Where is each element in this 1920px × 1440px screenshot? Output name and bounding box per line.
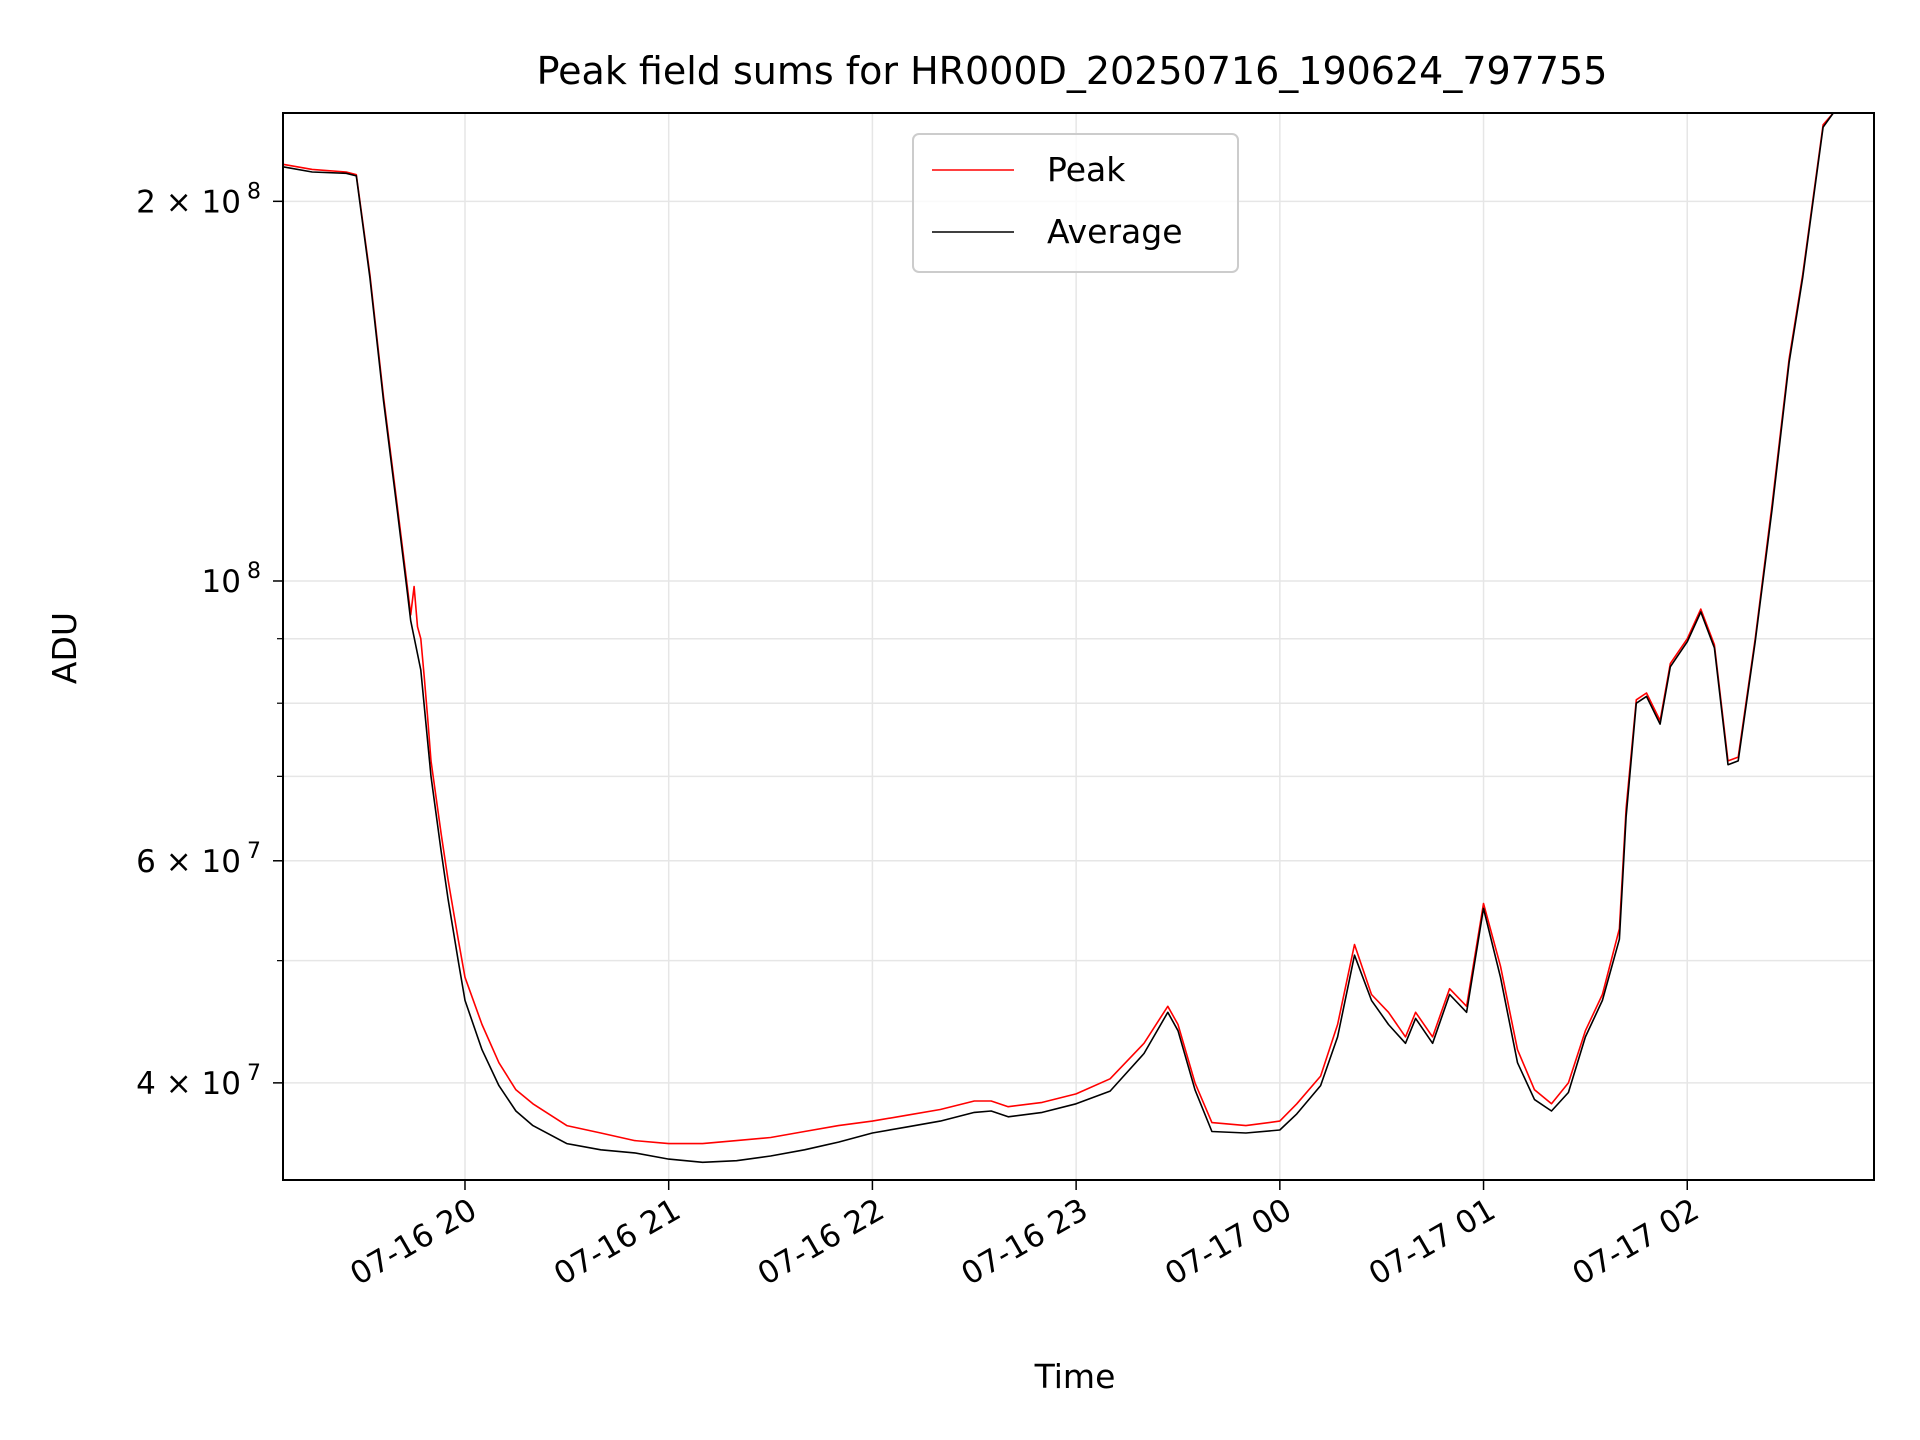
series-layer <box>282 112 1834 1164</box>
y-tick-label-exponent: 7 <box>247 839 261 864</box>
y-tick-label: 4 × 10 <box>136 1066 241 1102</box>
plot-frame <box>282 112 1875 1181</box>
y-tick-label-exponent: 8 <box>247 559 261 584</box>
x-axis-label: Time <box>1034 1357 1116 1396</box>
legend: Peak Average <box>912 133 1239 273</box>
y-tick-label-base: 6 × 10 <box>136 844 241 880</box>
y-tick-label-base: 10 <box>202 564 241 600</box>
y-axis: 4 × 10 76 × 10 710 82 × 10 8 <box>136 179 283 1102</box>
legend-label-peak: Peak <box>1047 150 1126 189</box>
y-tick-label: 2 × 10 <box>136 184 241 220</box>
chart-title: Peak field sums for HR000D_20250716_1906… <box>537 49 1608 93</box>
y-tick-label-base: 4 × 10 <box>136 1066 241 1102</box>
y-tick-label: 6 × 10 <box>136 844 241 880</box>
series-line-average <box>282 112 1834 1164</box>
legend-box <box>912 133 1239 273</box>
y-axis-label: ADU <box>45 612 84 684</box>
y-tick-label: 10 <box>202 564 241 600</box>
y-tick-label-exponent: 8 <box>247 179 261 204</box>
y-tick-label-exponent: 7 <box>247 1061 261 1086</box>
y-tick-label-base: 2 × 10 <box>136 184 241 220</box>
series-line-peak <box>282 112 1834 1145</box>
legend-label-average: Average <box>1047 212 1183 251</box>
